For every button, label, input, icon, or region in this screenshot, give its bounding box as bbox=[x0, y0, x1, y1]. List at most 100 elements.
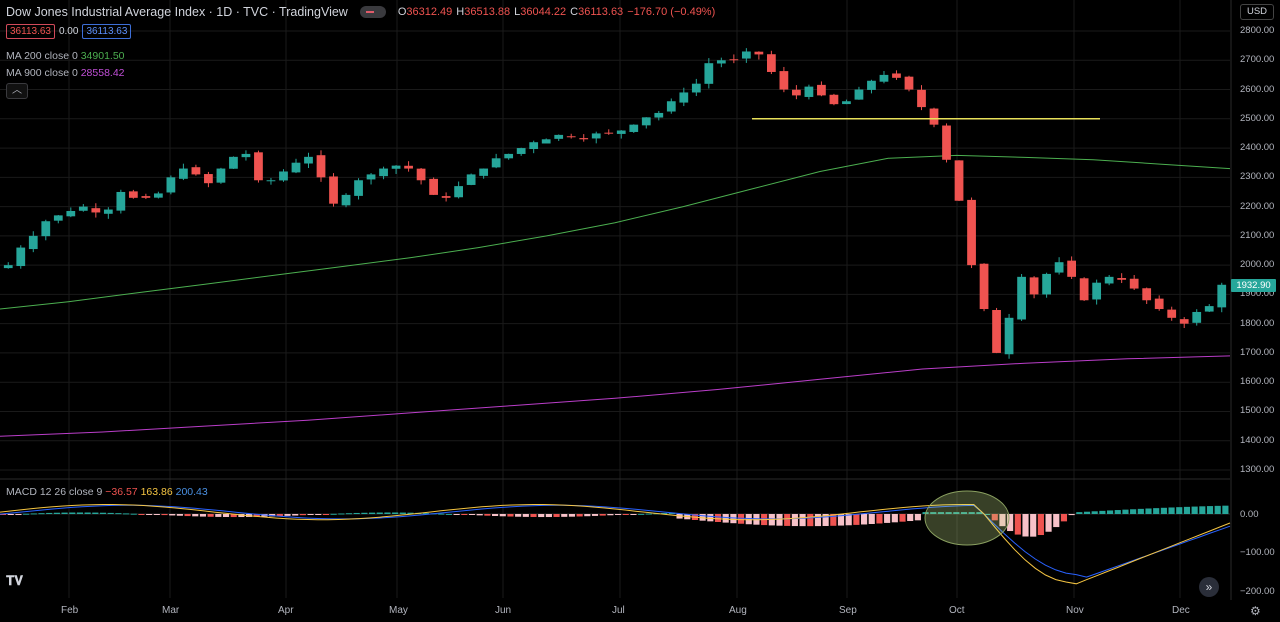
candle bbox=[1167, 309, 1177, 318]
macd-histogram-bar bbox=[876, 514, 883, 524]
macd-histogram-bar bbox=[561, 514, 568, 517]
macd-histogram-bar bbox=[69, 512, 76, 514]
macd-histogram-bar bbox=[123, 513, 130, 515]
settings-gear-icon[interactable]: ⚙ bbox=[1250, 604, 1261, 618]
visibility-toggle-icon[interactable] bbox=[359, 6, 386, 18]
current-price-label: 1932.90 bbox=[1231, 279, 1276, 292]
candle bbox=[591, 133, 601, 139]
buy-price[interactable]: 36113.63 bbox=[82, 24, 132, 39]
macd-histogram-bar bbox=[146, 514, 153, 515]
macd-histogram-bar bbox=[576, 514, 583, 517]
candle bbox=[229, 156, 238, 169]
macd-histogram-bar bbox=[1030, 514, 1037, 537]
price-tick-label: 2700.00 bbox=[1240, 54, 1275, 66]
macd-histogram-bar bbox=[615, 514, 622, 515]
macd-histogram-bar bbox=[445, 513, 453, 515]
candle bbox=[28, 235, 38, 250]
macd-histogram-bar bbox=[991, 514, 998, 521]
candle bbox=[654, 112, 664, 118]
macd-histogram-bar bbox=[891, 514, 898, 523]
month-label: Sep bbox=[839, 605, 857, 616]
chevron-up-icon[interactable]: ︿ bbox=[6, 83, 28, 99]
macd-histogram-bar bbox=[630, 514, 637, 515]
candle bbox=[629, 124, 639, 132]
macd-histogram-bar bbox=[0, 514, 7, 515]
candle bbox=[128, 191, 138, 198]
macd-histogram-bar bbox=[153, 514, 160, 515]
candle bbox=[679, 92, 689, 103]
macd-histogram-bar bbox=[1083, 511, 1091, 514]
price-tick-label: 2600.00 bbox=[1240, 83, 1275, 95]
price-tick-label: 2400.00 bbox=[1240, 142, 1275, 154]
scroll-to-realtime-icon[interactable]: » bbox=[1199, 577, 1219, 597]
macd-histogram-bar bbox=[930, 512, 937, 514]
macd-histogram-bar bbox=[853, 514, 860, 525]
symbol-title[interactable]: Dow Jones Industrial Average Index · 1D … bbox=[6, 5, 348, 19]
price-tick-label: 2200.00 bbox=[1240, 200, 1275, 212]
ma200-legend[interactable]: MA 200 close 0 34901.50 bbox=[6, 50, 125, 62]
candle bbox=[541, 139, 551, 144]
macd-signal-line bbox=[0, 504, 1231, 578]
macd-histogram-bar bbox=[161, 514, 168, 516]
price-tick-label: 1900.00 bbox=[1240, 288, 1275, 300]
candle bbox=[766, 54, 776, 72]
macd-histogram-bar bbox=[599, 514, 606, 516]
tradingview-logo-icon[interactable]: 𝐓𝐕 bbox=[6, 573, 23, 588]
candle bbox=[579, 138, 589, 140]
macd-histogram-bar bbox=[1068, 514, 1075, 516]
candle bbox=[3, 265, 13, 269]
price-axis[interactable] bbox=[1232, 0, 1280, 600]
price-tick-label: 2000.00 bbox=[1240, 259, 1275, 271]
macd-histogram-bar bbox=[169, 514, 176, 516]
candle bbox=[616, 130, 626, 134]
candle bbox=[804, 86, 814, 97]
sell-price[interactable]: 36113.63 bbox=[6, 24, 55, 39]
macd-histogram-bar bbox=[15, 514, 22, 515]
macd-histogram-bar bbox=[38, 513, 45, 515]
macd-line bbox=[0, 504, 1231, 585]
macd-histogram-bar bbox=[215, 514, 222, 517]
candle bbox=[1179, 319, 1189, 324]
macd-histogram-bar bbox=[884, 514, 891, 523]
month-label: Jun bbox=[495, 605, 512, 616]
candle bbox=[817, 84, 826, 96]
candle bbox=[153, 193, 163, 198]
candle bbox=[266, 180, 276, 182]
macd-histogram-bar bbox=[384, 512, 391, 514]
candle bbox=[66, 210, 76, 217]
candle bbox=[792, 89, 801, 96]
macd-histogram-bar bbox=[230, 514, 237, 518]
candle bbox=[741, 51, 751, 59]
candle bbox=[116, 191, 126, 211]
candle bbox=[1217, 284, 1227, 308]
candle bbox=[204, 174, 213, 184]
ma900-legend[interactable]: MA 900 close 0 28558.42 bbox=[6, 67, 125, 79]
macd-legend[interactable]: MACD 12 26 close 9 −36.57 163.86 200.43 bbox=[6, 486, 208, 498]
price-tick-label: 1400.00 bbox=[1240, 434, 1275, 446]
macd-histogram-bar bbox=[438, 513, 445, 515]
macd-histogram-bar bbox=[699, 514, 706, 521]
currency-selector[interactable]: USD bbox=[1240, 4, 1274, 20]
macd-histogram-bar bbox=[1206, 506, 1214, 514]
macd-histogram-bar bbox=[276, 514, 283, 517]
ma900-line bbox=[0, 355, 1231, 437]
price-tick-label: 2300.00 bbox=[1240, 171, 1275, 183]
macd-histogram-bar bbox=[591, 514, 599, 516]
candle bbox=[103, 209, 113, 214]
candle bbox=[304, 156, 313, 164]
candle bbox=[316, 155, 326, 178]
candle bbox=[954, 160, 964, 201]
macd-histogram-bar bbox=[1053, 514, 1060, 528]
candle bbox=[929, 108, 939, 125]
macd-histogram-bar bbox=[937, 512, 945, 514]
macd-histogram-bar bbox=[953, 512, 960, 514]
macd-tick-label: 0.00 bbox=[1240, 509, 1259, 520]
candle bbox=[391, 165, 401, 169]
macd-histogram-bar bbox=[130, 513, 137, 515]
change-value: −176.70 (−0.49%) bbox=[627, 6, 716, 18]
macd-histogram-bar bbox=[515, 514, 522, 517]
macd-histogram-bar bbox=[107, 512, 114, 514]
ohlc-values: O36312.49 H36513.88 L36044.22 C36113.63 … bbox=[397, 6, 716, 18]
candle bbox=[504, 153, 514, 159]
